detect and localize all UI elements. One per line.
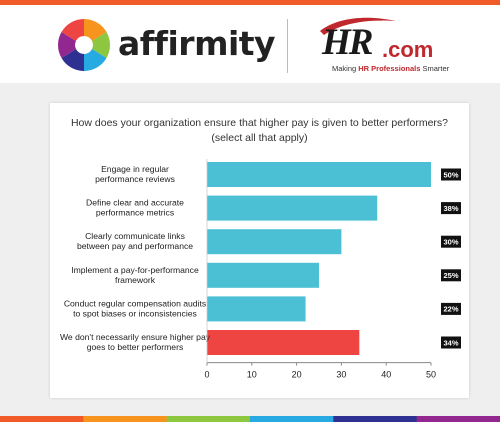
category-label: Implement a pay-for-performance framework	[71, 265, 199, 285]
category-label: We don't necessarily ensure higher pay go…	[60, 332, 211, 352]
bar-chart: Engage in regular performance reviews 50% D…	[60, 159, 461, 380]
x-tick-label: 50	[426, 370, 436, 380]
hr-wordmark: HR	[322, 22, 373, 63]
chart-title: How does your organization ensure that h…	[70, 117, 449, 144]
value-label-box	[441, 302, 461, 315]
category-label-line: Engage in regular	[101, 164, 169, 174]
stripe-segment	[166, 416, 251, 422]
category-label-line: Clearly communicate links	[85, 231, 185, 241]
affirmity-wordmark: affirmity	[118, 24, 276, 63]
category-label-line: We don't necessarily ensure higher pay	[60, 332, 211, 342]
value-label: 34%	[443, 338, 458, 347]
chart-card: How does your organization ensure that h…	[50, 103, 469, 398]
category-label-line: between pay and performance	[77, 241, 193, 251]
bar	[207, 229, 342, 255]
stripe-segment	[0, 416, 84, 422]
value-label-box	[441, 269, 461, 282]
value-label-box	[441, 202, 461, 215]
x-tick-label: 10	[247, 370, 257, 380]
hr-com-logo: HR .com Making HR Professionals Smarter	[318, 15, 468, 75]
value-label: 22%	[443, 305, 458, 314]
bar	[207, 195, 378, 221]
bar	[207, 162, 431, 187]
value-label: 38%	[443, 204, 458, 213]
value-label: 25%	[443, 271, 458, 280]
stripe-segment	[83, 416, 168, 422]
value-label-box	[441, 168, 461, 181]
category-label-line: goes to better performers	[87, 342, 184, 352]
category-label: Define clear and accurate performance met…	[86, 198, 184, 218]
category-label-line: performance reviews	[95, 174, 175, 184]
stripe-segment	[333, 416, 418, 422]
logo-divider	[287, 19, 288, 73]
hr-tagline-suffix: Smarter	[420, 64, 450, 73]
hr-tagline-prefix: Making	[332, 64, 359, 73]
x-tick-label: 40	[381, 370, 391, 380]
category-label: Clearly communicate links between pay and…	[77, 231, 193, 251]
hr-tagline-bold: HR Professionals	[358, 64, 421, 73]
bar	[207, 262, 319, 288]
category-label-line: Conduct regular compensation audits	[64, 298, 206, 308]
value-label-box	[441, 235, 461, 248]
header: affirmity HR .com Making HR Professional…	[0, 5, 500, 83]
affirmity-aperture-icon	[58, 19, 110, 71]
x-tick-label: 30	[336, 370, 346, 380]
category-label-line: performance metrics	[96, 208, 174, 218]
affirmity-logo: affirmity	[56, 17, 276, 73]
value-label-box	[441, 336, 461, 349]
hr-dotcom: .com	[382, 37, 434, 62]
hr-tagline: Making HR Professionals Smarter	[332, 64, 449, 73]
hr-swoosh-icon	[320, 17, 396, 35]
value-label: 30%	[443, 238, 458, 247]
category-label-line: framework	[115, 275, 156, 285]
category-label-line: Implement a pay-for-performance	[71, 265, 199, 275]
category-label: Engage in regular performance reviews	[95, 164, 175, 184]
category-label-line: to spot biases or inconsistencies	[73, 308, 197, 318]
category-label-line: Define clear and accurate	[86, 198, 184, 208]
top-accent-bar	[0, 0, 500, 5]
stripe-segment	[416, 416, 500, 422]
stripe-segment	[250, 416, 334, 422]
x-tick-label: 0	[204, 370, 209, 380]
bar	[207, 330, 360, 355]
bottom-color-stripe	[0, 416, 500, 422]
bar	[207, 296, 306, 322]
category-label: Conduct regular compensation audits to sp…	[64, 298, 206, 318]
x-tick-label: 20	[292, 370, 302, 380]
value-label: 50%	[443, 170, 458, 179]
